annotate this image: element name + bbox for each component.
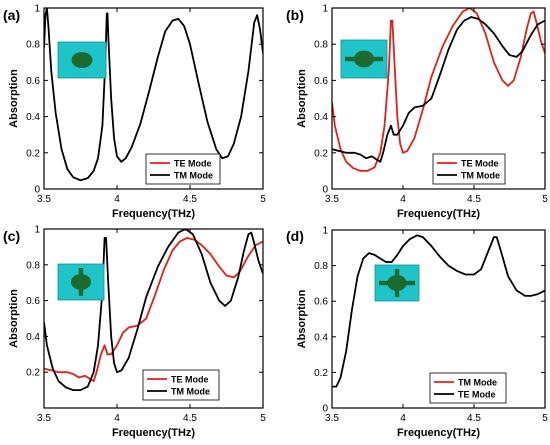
series-line-tm-mode: [332, 16, 545, 163]
y-tick-label: 0.8: [314, 40, 328, 51]
x-tick-label: 4: [114, 194, 120, 205]
series-line-te-mode: [332, 8, 545, 172]
y-tick-label: 0.8: [26, 40, 40, 51]
ellipse-patch-icon: [57, 41, 107, 79]
series-line-tm-mode: [44, 229, 263, 391]
plot-frame: [43, 228, 264, 409]
x-tick-label: 3.5: [325, 413, 339, 424]
y-tick-label: 1: [322, 4, 328, 15]
legend: TM Mode TE Mode: [429, 372, 507, 404]
x-axis-label: Frequency(THz): [112, 208, 195, 220]
y-axis-label: Absorption: [296, 289, 308, 348]
y-tick-label: 0: [34, 185, 40, 196]
inset-ellipse: [353, 50, 375, 68]
panel-label: (d): [286, 228, 304, 244]
y-axis-label: Absorption: [8, 69, 20, 128]
series-line-te-mode: [44, 237, 263, 383]
x-tick-label: 4: [400, 413, 406, 424]
legend-box: [142, 369, 220, 401]
x-axis-label: Frequency(THz): [397, 208, 480, 220]
x-tick-label: 4: [114, 413, 120, 424]
y-tick-label: 0.8: [26, 260, 40, 271]
legend: TE Mode TM Mode: [145, 153, 221, 185]
plot-frame: [43, 7, 264, 190]
y-tick-label: 0.6: [26, 76, 40, 87]
chart-panel-3: (c) 3.5 4 4.5 5 0.2 0.4 0.6 0.8 1 Frequency(THz) Ab…: [3, 225, 266, 440]
legend-entry-label: TM Mode: [174, 171, 213, 181]
x-tick-label: 5: [542, 194, 548, 205]
legend-entry-label: TE Mode: [461, 159, 499, 169]
panel-label: (c): [3, 228, 20, 244]
legend-entry-label: TM Mode: [458, 378, 497, 388]
legend: TE Mode TM Mode: [142, 369, 220, 401]
x-tick-label: 4.5: [467, 194, 481, 205]
chart-panel-2: (b) 3.5 4 4.5 5 0 0.2 0.4 0.6 0.8 1 Frequency(THz) A…: [286, 4, 548, 221]
x-tick-label: 5: [542, 413, 548, 424]
x-tick-label: 5: [260, 413, 266, 424]
y-tick-label: 0.2: [26, 148, 40, 159]
ellipse-with-vertical-bar-patch-icon: [57, 263, 105, 301]
y-axis-label: Absorption: [8, 289, 20, 348]
x-tick-label: 5: [260, 194, 266, 205]
legend-entry-label: TE Mode: [174, 159, 212, 169]
inset-ellipse: [387, 275, 407, 291]
x-tick-label: 4.5: [183, 194, 197, 205]
chart-panel-4: (d) 3.5 4 4.5 5 0 0.2 0.4 0.6 0.8 1 Frequency(THz) A…: [286, 226, 548, 440]
y-tick-label: 0: [322, 404, 328, 415]
y-tick-label: 0.2: [314, 368, 328, 379]
x-tick-label: 4.5: [183, 413, 197, 424]
x-axis-label: Frequency(THz): [397, 427, 480, 439]
ellipse-with-cross-patch-icon: [374, 264, 420, 302]
y-tick-label: 1: [34, 225, 40, 236]
legend-entry-label: TE Mode: [458, 390, 496, 400]
x-tick-label: 3.5: [37, 194, 51, 205]
y-tick-label: 1: [322, 226, 328, 237]
x-axis-label: Frequency(THz): [112, 427, 195, 439]
panel-label: (a): [3, 7, 20, 23]
legend-box: [432, 153, 506, 185]
x-tick-label: 3.5: [37, 413, 51, 424]
y-axis-label: Absorption: [296, 69, 308, 128]
legend: TE Mode TM Mode: [432, 153, 506, 185]
x-tick-label: 4: [400, 194, 406, 205]
y-tick-label: 0.2: [314, 148, 328, 159]
y-tick-label: 0.6: [314, 297, 328, 308]
legend-box: [145, 153, 221, 185]
y-tick-label: 0.4: [314, 332, 328, 343]
plot-frame: [331, 229, 546, 409]
plot-frame: [331, 7, 546, 190]
y-tick-label: 0.2: [26, 368, 40, 379]
y-tick-label: 0.6: [26, 296, 40, 307]
panel-label: (b): [286, 7, 304, 23]
y-tick-label: 0: [322, 185, 328, 196]
x-tick-label: 3.5: [325, 194, 339, 205]
y-tick-label: 1: [34, 4, 40, 15]
inset-ellipse: [70, 274, 92, 290]
ellipse-with-bar-patch-icon: [340, 39, 388, 79]
series-line-te-mode: [332, 234, 545, 388]
inset-ellipse: [71, 52, 93, 68]
chart-panel-1: (a) 3.5 4 4.5 5 0 0.2 0.4 0.6 0.8 1 Frequency(THz) A…: [3, 4, 266, 221]
y-tick-label: 0.4: [26, 332, 40, 343]
y-tick-label: 0.8: [314, 261, 328, 272]
series-line-tm-mode: [44, 8, 263, 182]
y-tick-label: 0.6: [314, 76, 328, 87]
legend-entry-label: TM Mode: [171, 387, 210, 397]
legend-entry-label: TM Mode: [461, 171, 500, 181]
y-tick-label: 0.4: [314, 112, 328, 123]
legend-entry-label: TE Mode: [171, 375, 209, 385]
y-tick-label: 0.4: [26, 112, 40, 123]
x-tick-label: 4.5: [467, 413, 481, 424]
legend-box: [429, 372, 507, 404]
